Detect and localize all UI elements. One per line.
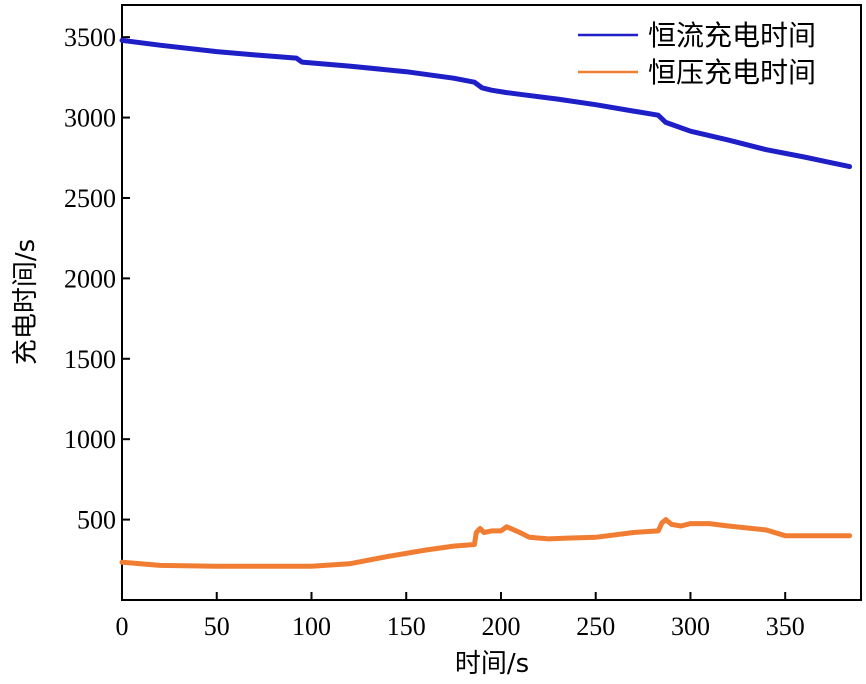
x-tick-label: 50 — [204, 612, 230, 641]
legend-label-cv: 恒压充电时间 — [648, 56, 816, 89]
legend: 恒流充电时间 恒压充电时间 — [578, 19, 816, 89]
y-tick-label: 1500 — [64, 345, 116, 374]
y-tick-label: 1000 — [64, 425, 116, 454]
series-line-constant-current — [119, 37, 853, 170]
y-axis-label: 充电时间/s — [11, 239, 41, 365]
x-tick-label: 100 — [292, 612, 331, 641]
series-group — [119, 37, 853, 569]
x-tick-label: 200 — [481, 612, 520, 641]
x-tick-label: 250 — [576, 612, 615, 641]
legend-label-cc: 恒流充电时间 — [648, 19, 816, 52]
x-axis-label: 时间/s — [455, 649, 529, 679]
plot-frame — [121, 4, 862, 601]
y-axis: 500 1000 1500 2000 2500 3000 3500 — [64, 23, 130, 535]
y-tick-label: 2000 — [64, 264, 116, 293]
y-tick-label: 3500 — [64, 23, 116, 52]
y-tick-label: 2500 — [64, 184, 116, 213]
x-axis: 0 50 100 150 200 250 300 350 — [116, 592, 805, 641]
series-line-constant-voltage — [119, 517, 853, 569]
x-tick-label: 150 — [387, 612, 426, 641]
x-tick-label: 350 — [766, 612, 805, 641]
y-tick-label: 3000 — [64, 104, 116, 133]
y-tick-label: 500 — [77, 506, 116, 535]
x-tick-label: 0 — [116, 612, 129, 641]
x-tick-label: 300 — [671, 612, 710, 641]
